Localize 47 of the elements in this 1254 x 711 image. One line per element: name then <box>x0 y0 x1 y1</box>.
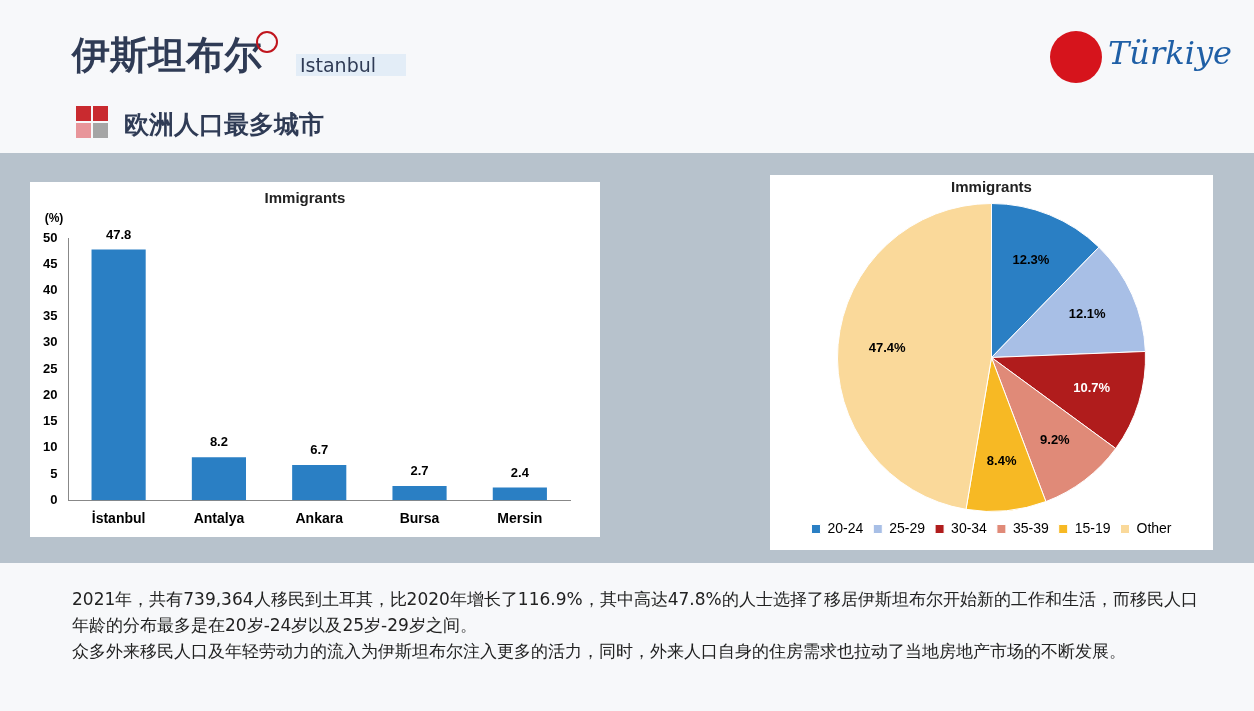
data-label: 12.3% <box>1012 252 1050 268</box>
data-label: 2.4 <box>510 464 530 480</box>
text: 众多外来移民人口及年轻劳动力的流入为伊斯坦布尔注入更多的活力，同时，外来人口自身的住房需求也拉动了当地房地产市场的不断发展。 <box>72 640 1127 663</box>
text: 欧洲人口最多城市 <box>124 109 324 141</box>
y-tick-label: 15 <box>42 413 58 429</box>
legend-label: 15-19 <box>1074 519 1111 536</box>
y-tick-label: 20 <box>42 386 58 402</box>
y-tick-label: 30 <box>42 334 58 350</box>
data-label: 2.7 <box>410 463 429 479</box>
data-label: 12.1% <box>1068 306 1107 322</box>
legend-label: Other <box>1136 519 1172 536</box>
y-tick-label: 5 <box>50 465 58 481</box>
x-tick-label: Bursa <box>399 510 440 527</box>
data-label: 6.7 <box>310 442 329 458</box>
y-tick-label: 45 <box>42 255 58 271</box>
x-tick-label: Mersin <box>497 510 543 527</box>
bar <box>392 486 447 501</box>
data-label: 8.4% <box>986 453 1017 469</box>
bar <box>492 487 547 501</box>
text: Türkiye <box>1108 34 1232 72</box>
text: Istanbul <box>296 54 407 76</box>
legend-label: 25-29 <box>889 519 926 536</box>
data-label: 47.4% <box>868 340 907 356</box>
y-tick-label: 50 <box>42 229 58 245</box>
legend-label: 20-24 <box>827 519 864 536</box>
chart-title: Immigrants <box>264 189 346 207</box>
y-tick-label: 25 <box>42 360 58 376</box>
data-label: 10.7% <box>1073 379 1111 395</box>
bar <box>292 465 347 501</box>
legend-label: 30-34 <box>951 519 988 536</box>
bar <box>191 457 247 501</box>
data-label: 9.2% <box>1040 432 1071 448</box>
chart-title: Immigrants <box>951 178 1032 196</box>
data-label: 8.2 <box>209 434 228 450</box>
y-tick-label: 35 <box>42 308 58 324</box>
x-tick-label: Ankara <box>295 510 344 527</box>
text: 2021年，共有739,364人移民到土耳其，比2020年增长了116.9%，其中高达47.8%的人士选择了移居伊斯坦布尔开始新的工作和生活，而移民人口年龄的分布最多是在20岁-24岁以及25岁-29岁之间。 <box>72 588 1199 637</box>
text: 伊斯坦布尔 <box>72 32 262 79</box>
data-label: 47.8 <box>105 226 132 242</box>
y-tick-label: 40 <box>42 282 58 298</box>
bar <box>91 249 146 501</box>
x-tick-label: İstanbul <box>91 510 146 527</box>
legend-label: 35-39 <box>1012 519 1049 536</box>
y-axis-title: (%) <box>44 211 64 225</box>
y-tick-label: 0 <box>50 491 58 507</box>
y-tick-label: 10 <box>42 439 58 455</box>
x-tick-label: Antalya <box>193 510 245 527</box>
